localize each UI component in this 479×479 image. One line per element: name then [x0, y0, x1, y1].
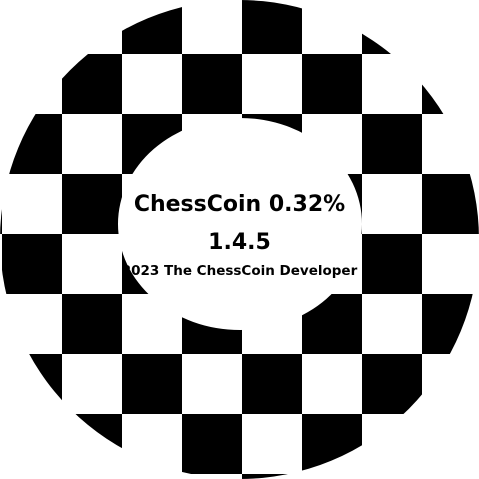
checker-square	[122, 414, 182, 474]
checker-square	[302, 474, 362, 479]
checker-square	[122, 114, 182, 174]
checker-square	[0, 0, 2, 54]
checker-square	[242, 54, 302, 114]
checker-square	[122, 294, 182, 354]
checker-square	[422, 54, 479, 114]
checker-square	[2, 174, 62, 234]
checker-square	[422, 234, 479, 294]
checker-square	[0, 294, 2, 354]
checker-square	[2, 474, 62, 479]
checker-square	[362, 294, 422, 354]
checker-square	[122, 54, 182, 114]
checker-square	[242, 114, 302, 174]
checker-square	[62, 414, 122, 474]
checker-square	[62, 234, 122, 294]
checker-square	[362, 414, 422, 474]
checker-square	[182, 114, 242, 174]
checker-square	[182, 294, 242, 354]
checker-square	[362, 474, 422, 479]
checker-square	[62, 474, 122, 479]
checker-square	[0, 114, 2, 174]
checker-square	[62, 294, 122, 354]
checker-square	[422, 354, 479, 414]
checker-square	[362, 234, 422, 294]
checker-square	[302, 294, 362, 354]
checker-square	[362, 174, 422, 234]
checker-square	[362, 354, 422, 414]
checker-square	[302, 354, 362, 414]
checker-square	[0, 414, 2, 474]
checker-square	[2, 234, 62, 294]
checker-square	[62, 54, 122, 114]
checker-square	[362, 114, 422, 174]
checker-square	[242, 0, 302, 54]
checker-square	[302, 54, 362, 114]
checker-square	[422, 0, 479, 54]
checker-square	[422, 294, 479, 354]
checker-square	[182, 0, 242, 54]
checker-square	[0, 354, 2, 414]
checker-square	[422, 114, 479, 174]
checker-square	[62, 354, 122, 414]
checker-square	[0, 54, 2, 114]
checker-square	[182, 354, 242, 414]
checker-square	[182, 414, 242, 474]
checker-square	[302, 414, 362, 474]
copyright-notice: 2023 The ChessCoin Developer	[121, 263, 358, 279]
checker-square	[362, 0, 422, 54]
checker-square	[62, 114, 122, 174]
checker-square	[422, 474, 479, 479]
checker-square	[122, 354, 182, 414]
checker-square	[242, 474, 302, 479]
checker-square	[242, 294, 302, 354]
checker-square	[242, 414, 302, 474]
checker-square	[2, 114, 62, 174]
checker-square	[422, 414, 479, 474]
app-version: 1.4.5	[208, 230, 271, 255]
checker-square	[62, 174, 122, 234]
checker-square	[0, 474, 2, 479]
app-title: ChessCoin 0.32%	[133, 192, 346, 217]
checker-square	[122, 474, 182, 479]
checker-square	[2, 294, 62, 354]
checker-square	[302, 114, 362, 174]
checker-square	[2, 0, 62, 54]
checker-square	[2, 54, 62, 114]
checker-square	[182, 474, 242, 479]
checker-square	[2, 414, 62, 474]
checker-square	[242, 354, 302, 414]
checker-square	[302, 0, 362, 54]
checker-square	[182, 54, 242, 114]
checker-square	[62, 0, 122, 54]
checker-square	[362, 54, 422, 114]
checker-square	[422, 174, 479, 234]
checker-square	[2, 354, 62, 414]
checker-square	[122, 0, 182, 54]
